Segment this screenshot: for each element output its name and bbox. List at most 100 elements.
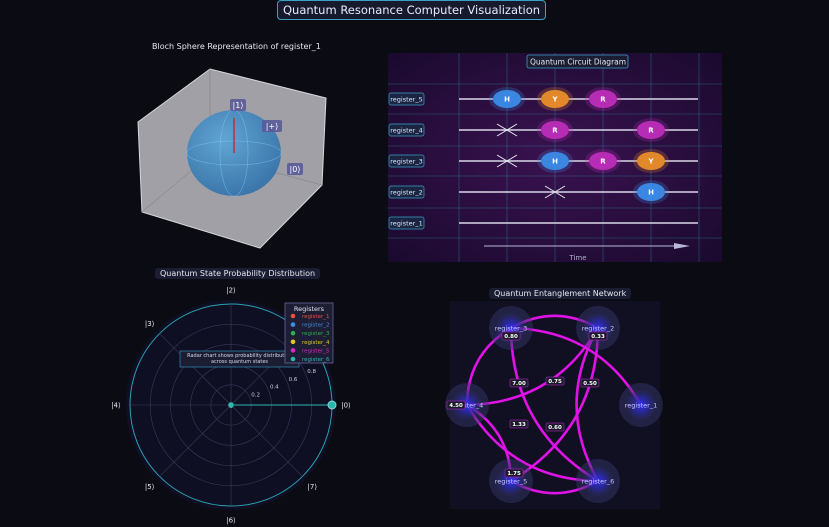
register-label-box [388, 185, 425, 199]
gate-label: H [504, 96, 510, 104]
legend-entry: register_5 [302, 348, 330, 354]
circuit-title: Quantum Circuit Diagram [530, 58, 626, 67]
radar-annotation: Radar chart shows probability distributi… [187, 353, 292, 365]
edge-label: 0.60 [548, 425, 562, 431]
gate-label: R [600, 96, 606, 104]
legend-swatch [290, 339, 296, 345]
node-label: register_2 [582, 325, 614, 333]
x-gate-stroke [544, 185, 566, 199]
main-title: Quantum Resonance Computer Visualization [277, 0, 547, 20]
gate-label: R [648, 127, 654, 135]
radar-tick-label: 0.2 [251, 392, 260, 398]
entanglement-edge [575, 326, 600, 483]
entanglement-edge [465, 403, 600, 483]
gate-h [541, 152, 569, 170]
edge-label-box [509, 419, 529, 429]
register-label-box [388, 216, 425, 230]
gate-r [541, 121, 569, 139]
legend-swatch [290, 330, 296, 336]
radar-category-label: |7⟩ [308, 483, 318, 491]
radar-category-label: |5⟩ [145, 483, 155, 491]
gate-label: R [600, 158, 606, 166]
edge-label-box [509, 378, 529, 388]
legend-entry: register_6 [302, 357, 330, 363]
node-label: register_1 [625, 402, 657, 410]
node-value: 1.75 [507, 471, 521, 477]
x-gate-stroke [496, 154, 518, 168]
register-label: register_3 [390, 158, 422, 166]
legend-swatch [290, 313, 296, 319]
bloch-label-box [230, 99, 246, 111]
bloch-label-box [287, 163, 303, 175]
network-node [452, 390, 482, 420]
legend-entry: register_1 [302, 314, 329, 320]
radar-tick-label: 0.6 [289, 377, 298, 383]
node-value: 4.50 [449, 403, 463, 409]
node-value-box [588, 331, 608, 341]
radar-tick-label: 0.8 [307, 369, 316, 375]
radar-spoke [159, 333, 232, 406]
x-gate-stroke [496, 123, 518, 137]
legend-entry: register_2 [302, 323, 329, 329]
node-value-box [504, 468, 524, 478]
legend-swatch [290, 348, 296, 353]
bloch-label-box [262, 120, 282, 132]
register-label: register_2 [390, 189, 422, 197]
edge-label: 0.75 [548, 379, 562, 385]
edge-label-box [545, 422, 565, 432]
radar-category-label: |0⟩ [341, 402, 351, 410]
legend-entry: register_3 [302, 331, 330, 337]
circuit-title-box [526, 54, 629, 69]
edge-label-box [580, 378, 600, 388]
radar-category-label: |6⟩ [226, 517, 236, 525]
gate-y [637, 152, 665, 170]
network-node [626, 390, 656, 420]
node-value: 0.33 [591, 334, 605, 340]
legend-title: Registers [294, 305, 325, 313]
radar-spoke [159, 404, 232, 477]
register-label: register_5 [390, 96, 422, 104]
gate-label: Y [551, 96, 558, 104]
radar-category-label: |3⟩ [145, 320, 155, 328]
bloch-title: Bloch Sphere Representation of register_… [152, 42, 321, 51]
radar-spoke [230, 404, 303, 477]
register-label: register_1 [390, 220, 422, 228]
register-label: register_4 [390, 127, 422, 135]
node-value-box [501, 331, 521, 341]
gate-label: H [552, 158, 558, 166]
edge-label-box [545, 376, 565, 386]
gate-y [541, 90, 569, 108]
gate-r [589, 152, 617, 170]
network-node [583, 466, 613, 496]
radar-title: Quantum State Probability Distribution [155, 268, 321, 279]
edge-label: 0.50 [583, 381, 597, 387]
node-label: register_4 [451, 402, 483, 410]
network-title: Quantum Entanglement Network [489, 288, 632, 299]
gate-r [637, 121, 665, 139]
gate-h [637, 183, 665, 201]
bloch-label-0: |0⟩ [290, 165, 301, 174]
radar-category-label: |2⟩ [226, 287, 236, 295]
node-label: register_5 [495, 478, 527, 486]
gate-label: H [648, 189, 654, 197]
gate-label: Y [647, 158, 654, 166]
node-value: 0.80 [504, 334, 518, 340]
register-label-box [388, 92, 425, 106]
circuit-xlabel: Time [568, 254, 586, 262]
node-label: register_3 [495, 325, 527, 333]
bloch-label-1: |1⟩ [233, 101, 244, 110]
entanglement-edge [509, 326, 600, 483]
radar-point [228, 402, 234, 408]
register-label-box [388, 123, 425, 137]
radar-tick-label: 0.4 [270, 385, 279, 391]
edge-label: 1.33 [512, 422, 526, 428]
node-label: register_6 [582, 478, 614, 486]
legend-entry: register_4 [302, 340, 330, 346]
gate-r [589, 90, 617, 108]
time-arrow-head [674, 243, 690, 249]
radar-point-highlight [327, 400, 337, 410]
